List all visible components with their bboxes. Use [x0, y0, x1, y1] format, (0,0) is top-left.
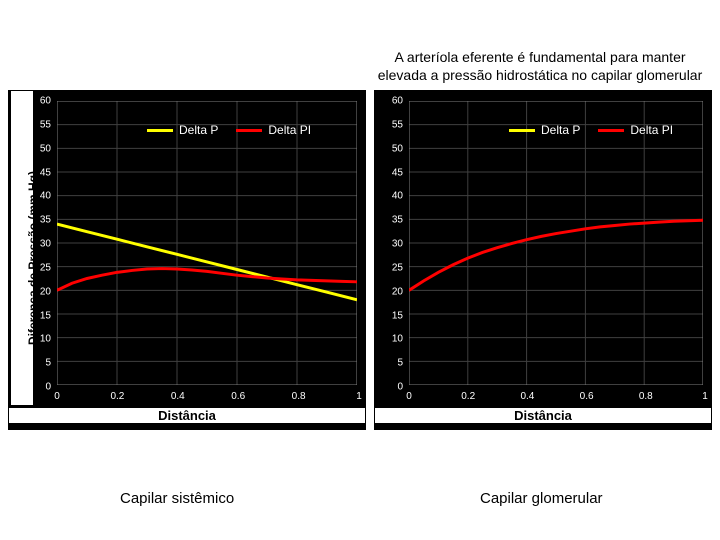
intro-text: A arteríola eferente é fundamental para … [370, 48, 710, 84]
ytick-label: 5 [31, 358, 51, 369]
legend-item: Delta PI [236, 123, 311, 137]
right-plot: Delta P Delta PI 05101520253035404550556… [409, 101, 703, 385]
legend-swatch [598, 129, 624, 132]
legend-label: Delta PI [630, 123, 673, 137]
ytick-label: 45 [31, 167, 51, 178]
xtick-label: 0.8 [292, 391, 306, 402]
ytick-label: 55 [31, 119, 51, 130]
xtick-label: 0 [54, 391, 60, 402]
xtick-label: 1 [702, 391, 708, 402]
left-chart-svg [57, 101, 357, 385]
right-chart-svg [409, 101, 703, 385]
ytick-label: 25 [383, 262, 403, 273]
ytick-label: 0 [383, 382, 403, 393]
right-legend: Delta P Delta PI [509, 123, 673, 137]
xtick-label: 0.6 [580, 391, 594, 402]
ytick-label: 20 [383, 286, 403, 297]
ytick-label: 30 [383, 239, 403, 250]
legend-item: Delta PI [598, 123, 673, 137]
ytick-label: 20 [31, 286, 51, 297]
legend-item: Delta P [509, 123, 580, 137]
ytick-label: 60 [31, 96, 51, 107]
ytick-label: 5 [383, 358, 403, 369]
xtick-label: 0.2 [110, 391, 124, 402]
legend-label: Delta P [541, 123, 580, 137]
ytick-label: 45 [383, 167, 403, 178]
legend-swatch [147, 129, 173, 132]
ytick-label: 60 [383, 96, 403, 107]
left-y-label-area: Diferença de Pressão (mm.Hg) [11, 91, 33, 405]
right-caption: Capilar glomerular [480, 490, 603, 507]
xtick-label: 0.6 [231, 391, 245, 402]
xtick-label: 0.8 [639, 391, 653, 402]
legend-label: Delta P [179, 123, 218, 137]
ytick-label: 25 [31, 262, 51, 273]
ytick-label: 50 [31, 143, 51, 154]
ytick-label: 10 [383, 334, 403, 345]
ytick-label: 35 [31, 215, 51, 226]
ytick-label: 0 [31, 382, 51, 393]
xtick-label: 0.2 [461, 391, 475, 402]
ytick-label: 35 [383, 215, 403, 226]
left-x-title: Distância [9, 408, 365, 423]
right-x-title: Distância [375, 408, 711, 423]
ytick-label: 50 [383, 143, 403, 154]
left-chart-frame: Diferença de Pressão (mm.Hg) Delta P Del… [8, 90, 366, 430]
legend-swatch [509, 129, 535, 132]
left-plot: Delta P Delta PI 05101520253035404550556… [57, 101, 357, 385]
xtick-label: 0.4 [171, 391, 185, 402]
ytick-label: 55 [383, 119, 403, 130]
ytick-label: 40 [383, 191, 403, 202]
legend-item: Delta P [147, 123, 218, 137]
ytick-label: 30 [31, 239, 51, 250]
xtick-label: 0 [406, 391, 412, 402]
right-chart-frame: Delta P Delta PI 05101520253035404550556… [374, 90, 712, 430]
xtick-label: 0.4 [520, 391, 534, 402]
legend-label: Delta PI [268, 123, 311, 137]
charts-row: Diferença de Pressão (mm.Hg) Delta P Del… [8, 90, 712, 430]
ytick-label: 15 [31, 310, 51, 321]
ytick-label: 40 [31, 191, 51, 202]
legend-swatch [236, 129, 262, 132]
xtick-label: 1 [356, 391, 362, 402]
ytick-label: 10 [31, 334, 51, 345]
left-legend: Delta P Delta PI [147, 123, 311, 137]
left-y-title: Diferença de Pressão (mm.Hg) [26, 158, 40, 358]
left-caption: Capilar sistêmico [120, 490, 234, 507]
ytick-label: 15 [383, 310, 403, 321]
